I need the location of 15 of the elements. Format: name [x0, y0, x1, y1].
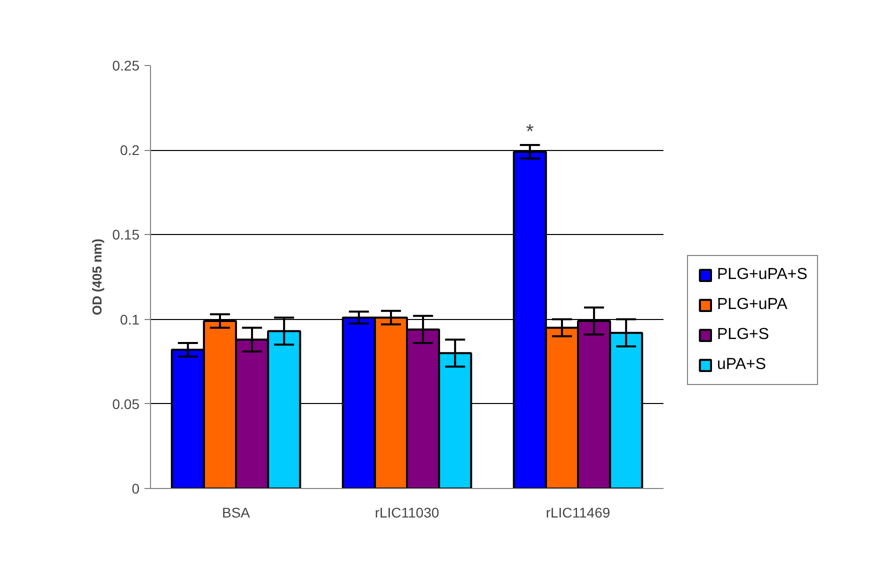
y-tick-label: 0 [132, 480, 140, 496]
legend-label: uPA+S [717, 356, 766, 374]
y-tick-label: 0.25 [112, 58, 140, 74]
y-tick-label: 0.1 [120, 311, 140, 328]
y-tick-label: 0.2 [120, 142, 140, 158]
legend-label: PLG+uPA+S [717, 266, 808, 284]
y-tick-label: 0.15 [112, 226, 140, 243]
x-tick-label: rLIC11030 [374, 504, 440, 520]
annotation: * [526, 121, 534, 144]
x-tick-label: BSA [222, 504, 251, 520]
legend-label: PLG+uPA [717, 296, 788, 314]
x-tick-label: rLIC11469 [546, 504, 610, 520]
y-axis-title: OD (405 nm) [89, 238, 104, 316]
y-tick-label: 0.05 [112, 396, 140, 412]
legend-label: PLG+S [717, 326, 770, 344]
